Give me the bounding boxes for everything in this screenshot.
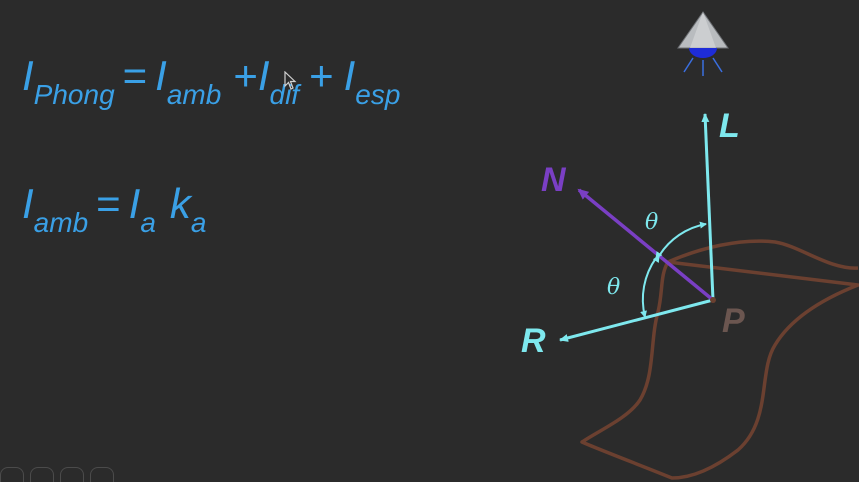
surface-outline (580, 239, 859, 480)
angle-arc-lower (640, 251, 663, 318)
pen-icon[interactable] (30, 467, 54, 482)
ambient-equation: Iamb = Ia ka (22, 180, 207, 238)
equals-sign: = (122, 52, 148, 99)
plus-sign: + (309, 52, 334, 99)
menu-icon[interactable] (90, 467, 114, 482)
label-p: P (722, 302, 745, 340)
phong-equation: IPhong = Iamb +Idif + Iesp (22, 52, 401, 110)
light-source-icon (677, 11, 729, 76)
i-a: Ia (128, 180, 156, 238)
label-n: N (541, 161, 567, 199)
plus-sign: + (233, 52, 258, 99)
i-amb: Iamb (155, 52, 222, 110)
equals-sign: = (96, 180, 121, 227)
theta-upper: θ (645, 210, 658, 235)
label-r: R (521, 322, 546, 360)
slideshow-controls[interactable] (0, 467, 114, 482)
zoom-icon[interactable] (60, 467, 84, 482)
k-a: ka (169, 180, 207, 238)
normal-vector (577, 188, 715, 302)
mouse-cursor-icon (284, 71, 297, 90)
i-amb: Iamb (22, 180, 89, 238)
i-esp: Iesp (343, 52, 401, 110)
i-phong: IPhong (22, 52, 115, 110)
label-l: L (719, 107, 740, 145)
theta-lower: θ (607, 275, 620, 300)
i-dif: Idif (257, 52, 300, 110)
point-p-dot (710, 297, 716, 303)
reflection-vector (559, 298, 714, 342)
prev-slide-icon[interactable] (0, 467, 24, 482)
light-vector (701, 113, 715, 301)
